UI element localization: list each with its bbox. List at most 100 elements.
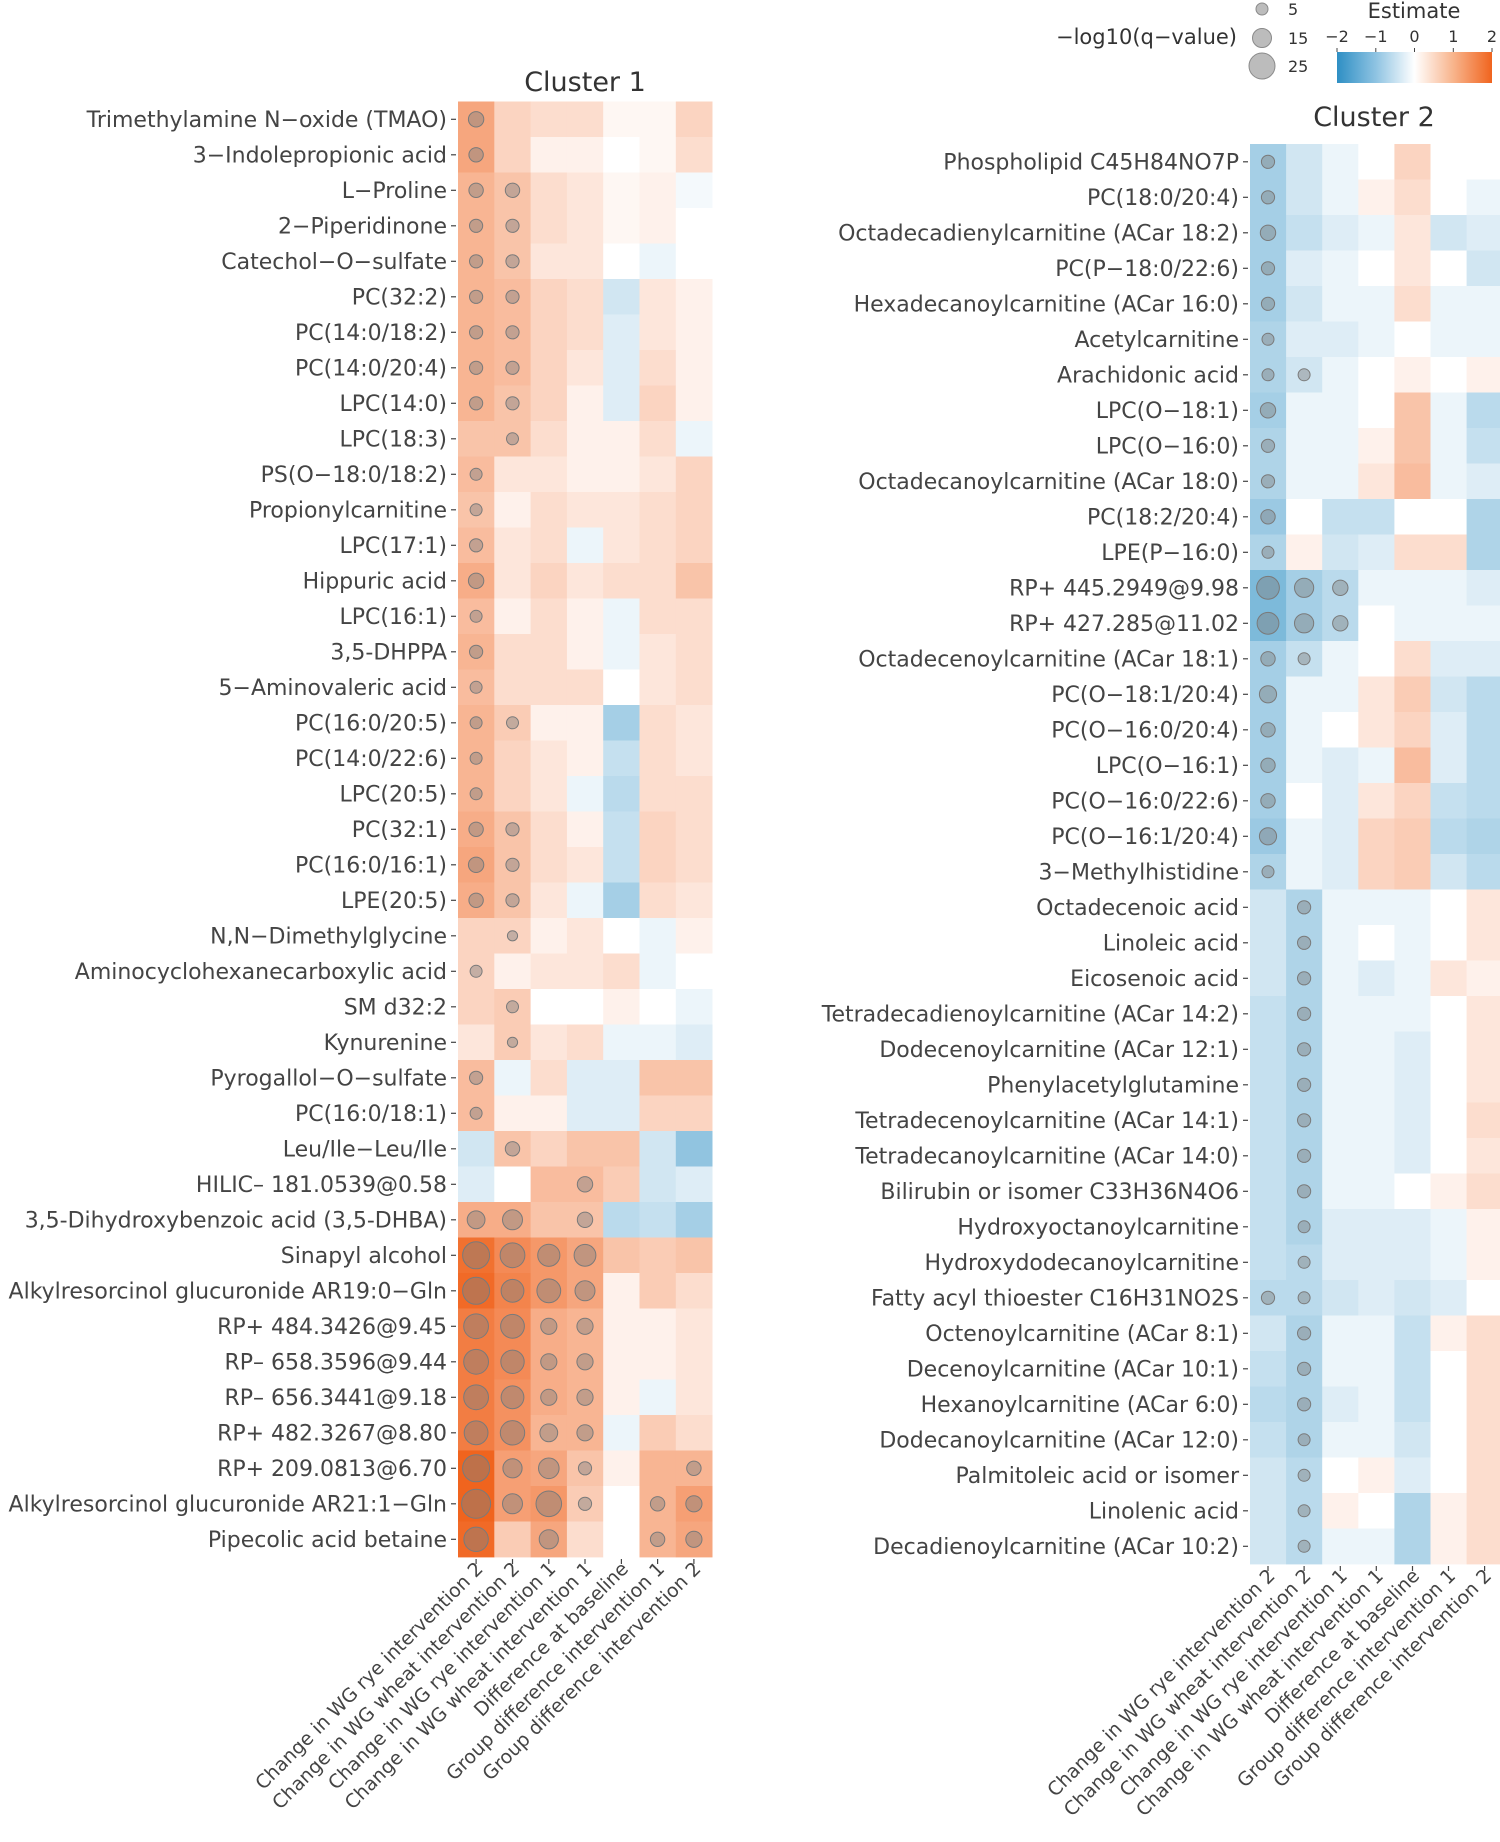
- row-label: Decenoylcarnitine (ACar 10:1): [907, 1357, 1239, 1382]
- heatmap-cell: [530, 634, 568, 670]
- heatmap-cell: [566, 953, 604, 990]
- heatmap-cell: [566, 882, 604, 919]
- heatmap-cell: [675, 1202, 713, 1238]
- heatmap-cell: [1466, 570, 1500, 606]
- row-label: 3,5-DHPPA: [330, 640, 447, 665]
- heatmap-cell: [494, 1166, 531, 1203]
- row-label: 3−Indolepropionic acid: [193, 143, 447, 168]
- heatmap-cell: [566, 1379, 604, 1416]
- row-label: RP+ 209.0813@6.70: [217, 1457, 447, 1482]
- heatmap-cell: [639, 740, 677, 777]
- heatmap-cell: [675, 847, 713, 883]
- significance-dot: [469, 325, 484, 340]
- heatmap-cell: [1358, 428, 1395, 464]
- heatmap-cell: [1286, 676, 1323, 713]
- heatmap-cell: [1250, 676, 1287, 713]
- heatmap-cell: [458, 1237, 495, 1274]
- heatmap-cell: [675, 1344, 713, 1380]
- heatmap-cell: [1394, 144, 1431, 180]
- significance-dot: [469, 467, 483, 481]
- heatmap-cell: [1358, 570, 1395, 606]
- heatmap-cell: [458, 243, 495, 280]
- heatmap-cell: [1250, 463, 1287, 500]
- heatmap-cell: [458, 598, 495, 635]
- panel-cluster-1: Cluster 1 Trimethylamine N−oxide (TMAO) 3…: [9, 67, 713, 1814]
- heatmap-cell: [458, 740, 495, 777]
- heatmap-cells-cluster-1: [458, 101, 713, 1558]
- significance-dot: [540, 1388, 558, 1406]
- heatmap-cell: [1286, 357, 1323, 393]
- heatmap-cell: [566, 705, 604, 741]
- row-label: Pipecolic acid betaine: [208, 1528, 447, 1553]
- size-legend-dot-15: [1252, 28, 1272, 48]
- heatmap-cell: [675, 1521, 713, 1558]
- row-label: PC(P−18:0/22:6): [1055, 257, 1239, 282]
- heatmap-cell: [1322, 286, 1359, 322]
- heatmap-cell: [1466, 179, 1500, 216]
- heatmap-cell: [1466, 428, 1500, 464]
- significance-dot: [1297, 1433, 1311, 1447]
- significance-dot: [538, 1529, 559, 1550]
- significance-dot: [469, 360, 484, 375]
- heatmap-cell: [1322, 1280, 1359, 1316]
- heatmap-cell: [1430, 676, 1467, 713]
- heatmap-cell: [494, 669, 531, 706]
- heatmap-cell: [494, 1202, 531, 1238]
- significance-dot: [499, 1242, 526, 1269]
- significance-dot: [468, 147, 484, 163]
- heatmap-cell: [1394, 712, 1431, 748]
- significance-dot: [1259, 402, 1277, 419]
- heatmap-cell: [494, 953, 531, 990]
- heatmap-cell: [1250, 712, 1287, 748]
- heatmap-cell: [1430, 1386, 1467, 1423]
- heatmap-cell: [1466, 996, 1500, 1032]
- heatmap-cell: [494, 1131, 531, 1167]
- heatmap-cell: [1394, 605, 1431, 642]
- heatmap-cell: [675, 279, 713, 315]
- row-label: LPC(O−16:1): [1096, 754, 1239, 779]
- heatmap-cell: [1322, 1173, 1359, 1210]
- heatmap-cell: [1322, 1067, 1359, 1103]
- heatmap-cell: [1430, 1422, 1467, 1458]
- heatmap-cell: [675, 1273, 713, 1309]
- heatmap-cell: [1466, 605, 1500, 642]
- significance-dot: [469, 787, 483, 801]
- heatmap-cell: [458, 1202, 495, 1238]
- significance-dot: [505, 822, 520, 837]
- heatmap-cell: [1250, 428, 1287, 464]
- heatmap-cell: [1358, 1280, 1395, 1316]
- row-label: PC(16:0/20:5): [295, 711, 447, 736]
- significance-dot: [537, 1243, 561, 1267]
- significance-dot: [469, 254, 484, 269]
- row-label: Octenoylcarnitine (ACar 8:1): [925, 1322, 1239, 1347]
- heatmap-cell: [1358, 1493, 1395, 1529]
- heatmap-cell: [1394, 357, 1431, 393]
- heatmap-cell: [639, 918, 677, 954]
- row-label: Linolenic acid: [1089, 1499, 1239, 1524]
- row-label: RP– 656.3441@9.18: [224, 1386, 447, 1411]
- heatmap-cell: [530, 1415, 568, 1451]
- significance-dot: [502, 1209, 523, 1231]
- heatmap-cell: [1250, 818, 1287, 855]
- heatmap-cell: [675, 598, 713, 635]
- row-label: RP+ 482.3267@8.80: [217, 1421, 447, 1446]
- row-label: Tetradecadienoylcarnitine (ACar 14:2): [821, 1002, 1239, 1027]
- heatmap-cell: [1250, 1528, 1287, 1565]
- significance-dot: [463, 1384, 490, 1411]
- heatmap-cell: [639, 811, 677, 848]
- heatmap-cell: [1358, 1067, 1395, 1103]
- heatmap-cell: [1466, 1138, 1500, 1174]
- significance-dot: [469, 538, 484, 553]
- significance-dot: [685, 1530, 703, 1548]
- heatmap-cell: [639, 1379, 677, 1416]
- significance-dot: [538, 1457, 560, 1480]
- heatmap-cell: [1466, 1528, 1500, 1565]
- heatmap-cell: [530, 705, 568, 741]
- heatmap-cell: [530, 847, 568, 883]
- heatmap-cell: [1358, 499, 1395, 535]
- heatmap-cell: [639, 1344, 677, 1380]
- heatmap-cell: [1466, 499, 1500, 535]
- heatmap-cell: [1394, 996, 1431, 1032]
- significance-dot: [500, 1313, 525, 1339]
- significance-dot: [1258, 685, 1278, 704]
